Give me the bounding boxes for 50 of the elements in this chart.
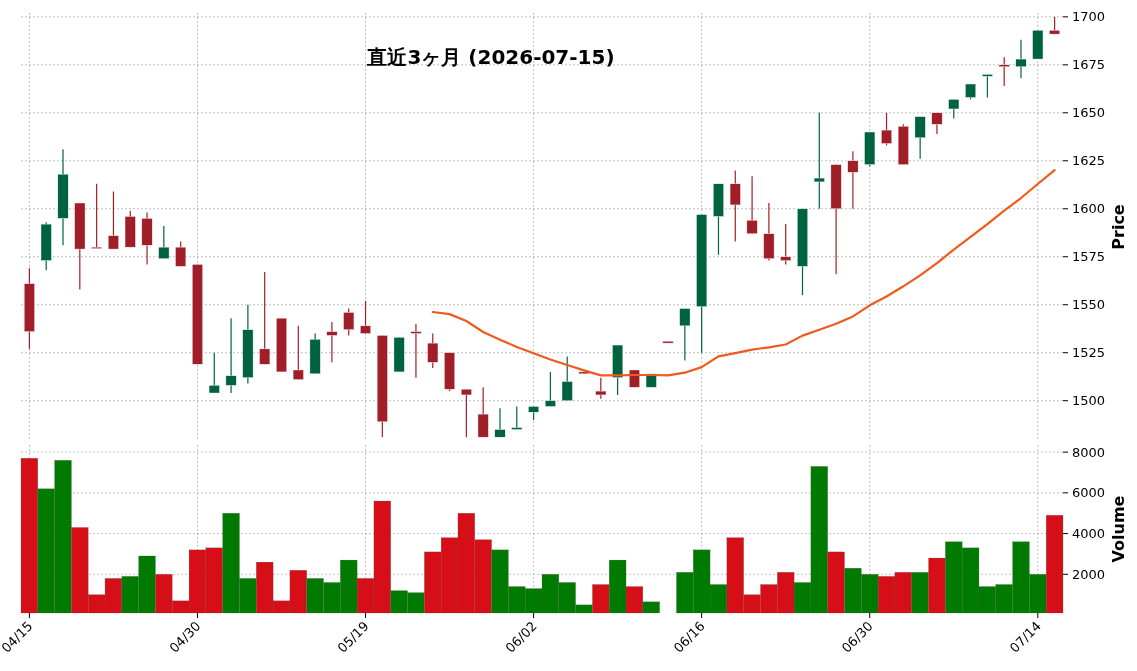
candlestick [460,388,472,438]
candlestick [158,225,170,260]
candlestick [343,307,355,337]
candlestick [729,169,741,242]
candlestick [780,223,792,266]
candlestick [326,321,338,363]
candlestick [360,300,371,335]
line-series [431,169,1056,377]
candlestick [931,112,943,135]
y-tick-label: 1575 [1072,249,1106,265]
candlestick [746,175,758,235]
y-tick-label: 4000 [1072,526,1106,542]
y-tick-label: 6000 [1072,485,1106,501]
candlestick [175,240,187,267]
candlestick [544,371,556,408]
candlestick [259,271,271,365]
y-tick-label: 1650 [1072,105,1106,121]
candlestick [410,323,422,379]
y-tick-label: 1550 [1072,297,1106,313]
candlestick [561,355,573,402]
candlestick [427,332,439,369]
candlestick [477,386,489,438]
candlestick [292,325,304,381]
candlestick [914,116,926,160]
candlestick [208,352,220,394]
candlestick [998,56,1010,87]
candlestick [847,150,859,210]
y-axis-title: Volume [1109,495,1128,563]
candlestick [225,317,237,394]
candlestick [595,377,607,400]
candlestick [494,407,506,438]
y-tick-label: 1675 [1072,57,1106,73]
candlestick [948,98,960,120]
candlestick [813,112,825,210]
text: 直近3ヶ月 (2026-07-15) [366,45,615,69]
candlestick [108,190,119,250]
candlestick [881,112,892,147]
y-tick-label: 1500 [1072,393,1106,409]
candlestick [511,405,523,431]
y-tick-label: 1625 [1072,153,1106,169]
y-tick-label: 2000 [1072,566,1106,582]
candlestick [679,307,691,361]
candlestick [1015,39,1027,79]
candlestick [91,183,103,249]
candlestick [981,73,993,99]
y-axis-title: Price [1109,204,1128,250]
y-tick-label: 1700 [1072,9,1106,25]
y-tick-label: 1525 [1072,345,1106,361]
y-tick-label: 1600 [1072,201,1106,217]
y-tick-label: 8000 [1072,444,1106,460]
